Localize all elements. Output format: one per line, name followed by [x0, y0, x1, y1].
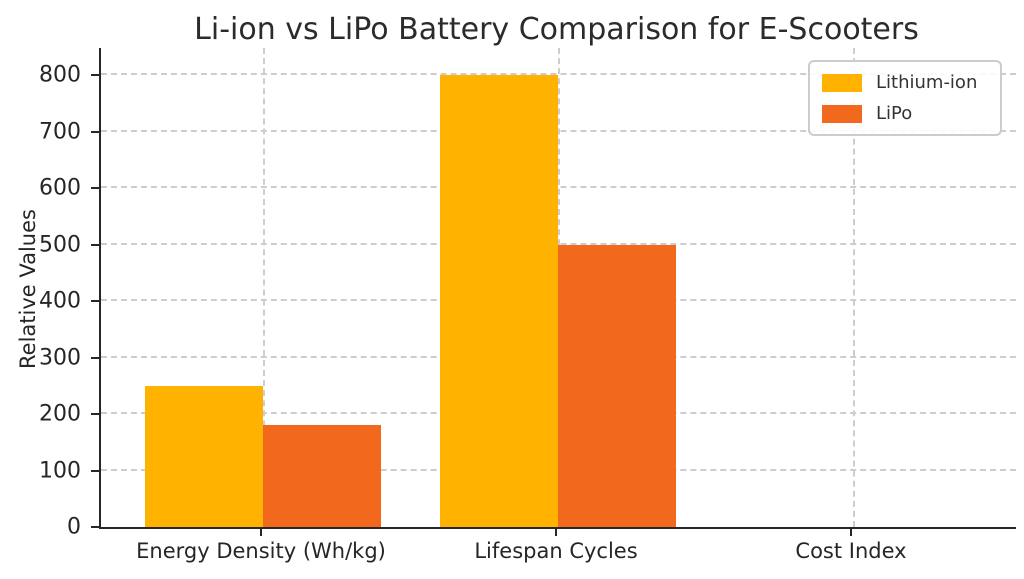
- y-tick-label-600: 600: [39, 175, 81, 201]
- x-tick-label-lifespan-cycles: Lifespan Cycles: [474, 539, 638, 563]
- vertical-gridline-cost-index: [853, 48, 855, 527]
- legend-label-lipo: LiPo: [876, 103, 913, 124]
- y-tick-label-100: 100: [39, 458, 81, 483]
- x-tick-label-energy-density-wh-kg: Energy Density (Wh/kg): [136, 539, 386, 563]
- x-tick-mark-cost-index: [850, 529, 852, 536]
- bar-lipo-energy-density-wh-kg: [263, 425, 381, 527]
- y-tick-mark-800: [91, 74, 99, 77]
- y-tick-mark-200: [91, 413, 99, 416]
- bar-lithium-ion-energy-density-wh-kg: [145, 385, 263, 527]
- y-tick-mark-500: [91, 243, 99, 246]
- x-tick-label-cost-index: Cost Index: [795, 539, 907, 563]
- y-tick-label-400: 400: [39, 288, 81, 314]
- chart-title: Li-ion vs LiPo Battery Comparison for E-…: [194, 12, 919, 47]
- bar-lithium-ion-lifespan-cycles: [440, 75, 558, 527]
- legend-swatch-lithium-ion: [822, 73, 862, 92]
- legend-item-lithium-ion: Lithium-ion: [822, 72, 988, 93]
- legend: Lithium-ion LiPo: [808, 60, 1002, 136]
- y-tick-mark-600: [91, 187, 99, 190]
- legend-item-lipo: LiPo: [822, 103, 988, 124]
- legend-swatch-lipo: [822, 104, 862, 123]
- y-tick-label-0: 0: [67, 514, 81, 540]
- x-tick-mark-lifespan-cycles: [555, 529, 557, 536]
- y-tick-label-200: 200: [39, 401, 81, 427]
- y-tick-label-700: 700: [39, 119, 81, 145]
- vertical-gridline-energy-density-wh-kg: [263, 48, 265, 527]
- y-tick-mark-300: [91, 356, 99, 359]
- legend-label-lithium-ion: Lithium-ion: [876, 72, 978, 93]
- plot-area: [99, 48, 1016, 529]
- y-tick-mark-400: [91, 300, 99, 303]
- y-tick-label-300: 300: [39, 345, 81, 371]
- y-tick-label-500: 500: [39, 232, 81, 258]
- y-tick-mark-100: [91, 469, 99, 472]
- y-tick-mark-700: [91, 130, 99, 133]
- x-tick-mark-energy-density-wh-kg: [260, 529, 262, 536]
- y-tick-label-800: 800: [39, 62, 81, 88]
- bar-lipo-lifespan-cycles: [558, 244, 676, 527]
- y-tick-mark-0: [91, 526, 99, 528]
